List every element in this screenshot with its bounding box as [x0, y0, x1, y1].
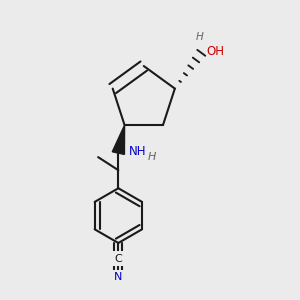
Polygon shape [112, 125, 124, 154]
Text: N: N [114, 272, 122, 282]
Text: OH: OH [206, 45, 224, 58]
Text: H: H [196, 32, 204, 42]
Text: C: C [115, 254, 122, 263]
Text: NH: NH [129, 145, 147, 158]
Text: H: H [148, 152, 156, 162]
